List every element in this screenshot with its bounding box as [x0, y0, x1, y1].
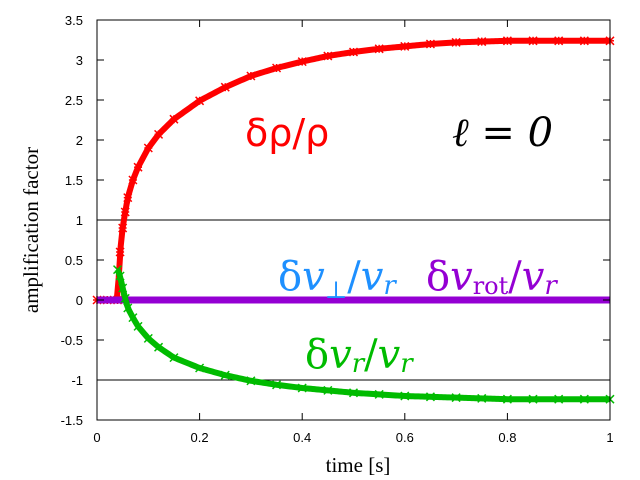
data-point — [123, 303, 133, 313]
y-tick-label: 0.5 — [65, 253, 83, 268]
data-point — [348, 47, 359, 57]
y-tick-label: 1.5 — [65, 173, 83, 188]
data-point — [502, 394, 512, 404]
tick-layer: 0 0.2 0.4 0.6 0.8 1 -1.5 -1 -0.5 0 0.5 1 1.5 2 2.5 3 3.5 — [61, 13, 614, 445]
data-point — [425, 39, 435, 49]
data-point — [272, 380, 282, 390]
y-tick-label: 0 — [76, 293, 83, 308]
data-point — [579, 394, 589, 404]
data-point — [246, 71, 256, 81]
data-point — [502, 36, 512, 46]
data-point — [133, 321, 143, 331]
data-point — [374, 44, 384, 54]
data-point — [120, 207, 130, 217]
data-point — [297, 383, 307, 393]
data-point — [115, 247, 125, 257]
data-point — [195, 96, 205, 106]
y-tick-label: -0.5 — [61, 333, 83, 348]
x-tick-label: 0 — [93, 430, 100, 445]
annotation-vr: δvr/vr — [305, 332, 414, 379]
data-point — [143, 333, 153, 343]
x-tick-label: 0.6 — [396, 430, 414, 445]
data-point — [220, 82, 230, 92]
data-point — [528, 36, 538, 46]
y-tick-label: 2.5 — [65, 93, 83, 108]
data-point — [120, 293, 130, 303]
data-point — [128, 313, 138, 323]
annotation-rho: δρ/ρ — [245, 111, 329, 155]
y-tick-label: 3 — [76, 53, 83, 68]
data-point — [451, 37, 461, 47]
y-tick-label: -1 — [71, 373, 83, 388]
data-point — [374, 389, 384, 399]
data-point — [169, 353, 179, 363]
data-point — [112, 265, 123, 275]
y-tick-label: -1.5 — [61, 413, 83, 428]
data-point — [579, 36, 589, 46]
data-point — [323, 51, 333, 61]
data-point — [348, 388, 359, 398]
x-tick-label: 1 — [606, 430, 613, 445]
data-point — [220, 370, 230, 380]
y-tick-label: 3.5 — [65, 13, 83, 28]
data-point — [118, 223, 128, 233]
y-axis-title: amplification factor — [19, 147, 43, 313]
data-point — [169, 114, 179, 124]
data-point — [323, 385, 333, 395]
x-tick-label: 0.8 — [498, 430, 516, 445]
data-point — [246, 376, 256, 386]
data-point — [118, 283, 128, 293]
x-tick-label: 0.4 — [293, 430, 311, 445]
data-point — [451, 393, 461, 403]
data-point — [400, 41, 410, 51]
data-point — [425, 392, 435, 402]
data-point — [400, 391, 410, 401]
data-point — [477, 393, 487, 403]
annotation-vrot: δvrot/vr — [426, 254, 558, 301]
data-point — [154, 129, 164, 139]
x-axis-title: time [s] — [326, 453, 391, 477]
data-point — [123, 193, 133, 203]
data-point — [528, 394, 538, 404]
data-point — [154, 342, 164, 352]
data-point — [272, 63, 282, 73]
annotation-ell: ℓ = 0 — [452, 110, 553, 156]
y-tick-label: 2 — [76, 133, 83, 148]
annotation-vperp: δv⊥/vr — [278, 254, 397, 304]
data-point — [195, 363, 205, 373]
x-tick-label: 0.2 — [191, 430, 209, 445]
data-point — [554, 394, 564, 404]
data-point — [115, 271, 125, 281]
data-point — [297, 57, 307, 67]
data-point — [477, 37, 487, 47]
y-tick-label: 1 — [76, 213, 83, 228]
data-point — [143, 143, 153, 153]
plot-layer — [92, 36, 615, 404]
data-point — [128, 175, 138, 185]
data-point — [133, 162, 143, 172]
data-point — [554, 36, 564, 46]
series-00bb00 — [112, 265, 615, 404]
